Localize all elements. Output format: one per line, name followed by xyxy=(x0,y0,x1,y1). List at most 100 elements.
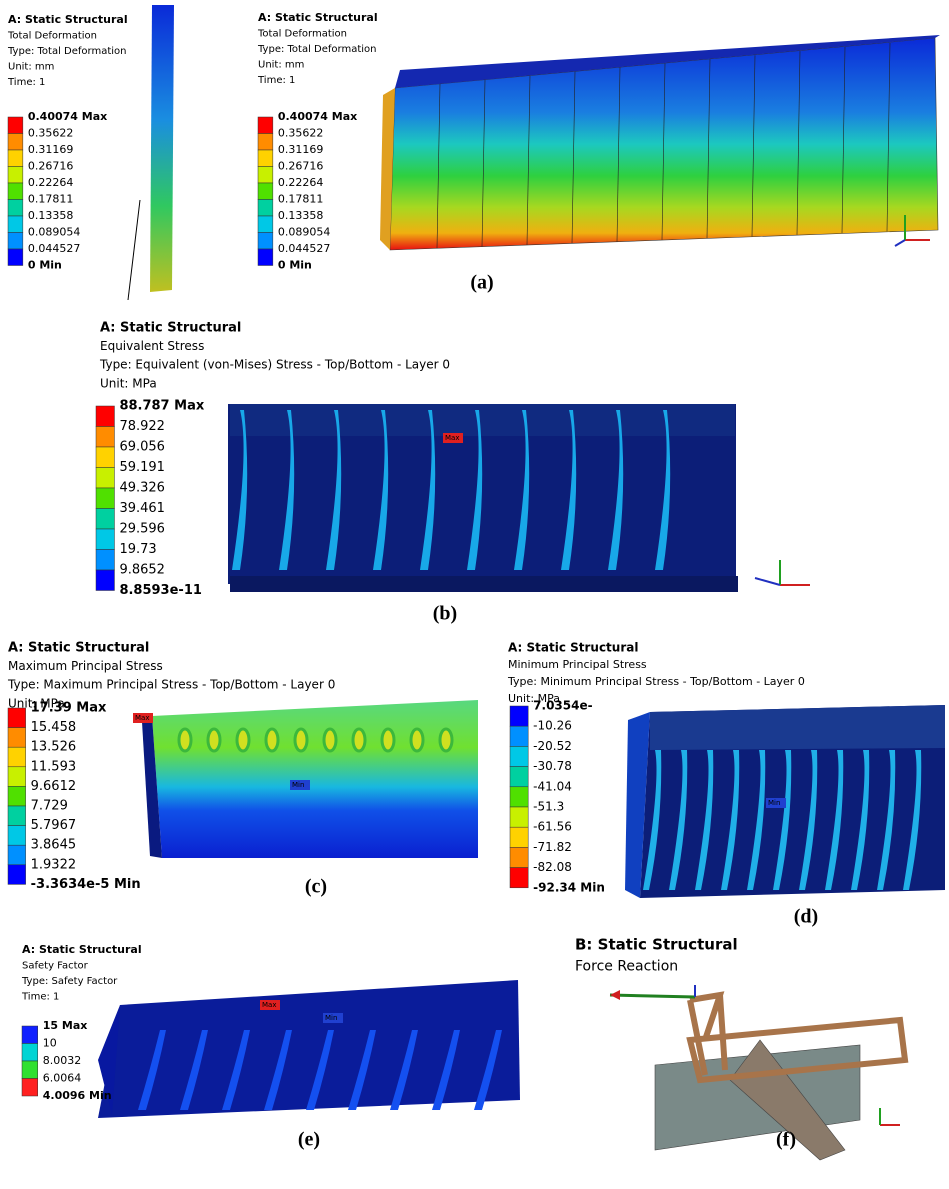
view-title: A: Static Structural xyxy=(258,11,378,24)
hot-spot xyxy=(179,729,191,751)
legend-swatch xyxy=(258,117,273,134)
hot-spot xyxy=(440,729,452,751)
model-view xyxy=(380,35,940,250)
legend-label: 78.922 xyxy=(119,419,165,434)
view-info: Safety Factor xyxy=(22,961,89,972)
legend-label: 3.8645 xyxy=(31,838,77,853)
legend-label: 15.458 xyxy=(31,720,77,735)
legend-label: 7.0354e- xyxy=(533,699,592,713)
legend-label: -82.08 xyxy=(533,860,572,874)
legend-label: 0.13358 xyxy=(28,209,74,222)
legend-label: 88.787 Max xyxy=(119,399,204,414)
figure: (a)A: Static StructuralTotal Deformation… xyxy=(0,0,949,1189)
probe-label: Min xyxy=(325,1014,337,1022)
legend-label: 0.22264 xyxy=(278,176,324,189)
legend-swatch xyxy=(22,1026,38,1044)
view-title: A: Static Structural xyxy=(22,943,142,956)
caption: (d) xyxy=(794,906,818,928)
view-info: Time: 1 xyxy=(21,992,59,1003)
probe-label: Max xyxy=(135,714,149,722)
legend-swatch xyxy=(258,200,273,217)
legend-swatch xyxy=(258,249,273,266)
caption: (b) xyxy=(433,603,457,625)
hot-spot xyxy=(411,729,423,751)
legend-label: -92.34 Min xyxy=(533,880,605,894)
legend-label: -30.78 xyxy=(533,759,572,773)
probe-label: Max xyxy=(262,1001,276,1009)
legend-swatch xyxy=(510,827,528,847)
legend-label: 29.596 xyxy=(119,522,165,537)
legend-swatch xyxy=(258,150,273,167)
legend-label: 0.17811 xyxy=(28,193,74,206)
legend-label: 15 Max xyxy=(43,1019,88,1032)
legend-label: 13.526 xyxy=(31,740,77,755)
legend-swatch xyxy=(96,447,114,468)
legend-label: -71.82 xyxy=(533,840,572,854)
legend-label: 0.31169 xyxy=(278,143,324,156)
view-info: Type: Total Deformation xyxy=(257,44,377,55)
caption: (a) xyxy=(470,272,493,294)
caption: (e) xyxy=(298,1129,320,1151)
legend-label: 69.056 xyxy=(119,440,165,455)
legend-swatch xyxy=(258,216,273,233)
legend-label: 0.089054 xyxy=(28,226,81,239)
legend-label: 10 xyxy=(43,1037,57,1050)
legend-label: 0.089054 xyxy=(278,226,331,239)
view-info: Force Reaction xyxy=(575,959,678,975)
legend-label: -41.04 xyxy=(533,779,572,793)
legend-label: 0 Min xyxy=(28,259,62,272)
outline xyxy=(128,200,140,300)
model-view xyxy=(610,985,905,1160)
legend-swatch xyxy=(8,806,26,826)
hot-spot xyxy=(266,729,278,751)
legend-label: 0.044527 xyxy=(28,242,81,255)
view-title: A: Static Structural xyxy=(100,321,241,336)
legend-swatch xyxy=(510,807,528,827)
legend-swatch xyxy=(96,550,114,571)
legend-label: 9.8652 xyxy=(119,563,165,578)
legend-label: 6.0064 xyxy=(43,1072,82,1085)
hot-spot xyxy=(295,729,307,751)
legend-swatch xyxy=(258,233,273,250)
legend-swatch xyxy=(96,488,114,509)
legend-label: -61.56 xyxy=(533,820,572,834)
view-title: A: Static Structural xyxy=(508,641,638,655)
view-title: B: Static Structural xyxy=(575,936,738,954)
legend-swatch xyxy=(8,117,23,134)
legend-label: -3.3634e-5 Min xyxy=(31,877,141,892)
legend-label: 9.6612 xyxy=(31,779,77,794)
legend-swatch xyxy=(96,529,114,550)
legend-label: -51.3 xyxy=(533,800,564,814)
legend-swatch xyxy=(8,134,23,151)
hot-spot xyxy=(208,729,220,751)
legend-swatch xyxy=(8,865,26,885)
view-title: A: Static Structural xyxy=(8,13,128,26)
legend-label: 0.26716 xyxy=(28,160,74,173)
legend-swatch xyxy=(8,249,23,266)
legend-label: 0.31169 xyxy=(28,143,74,156)
probe-label: Min xyxy=(292,781,304,789)
axis-triad xyxy=(755,215,930,1125)
legend-swatch xyxy=(8,786,26,806)
legend-label: -20.52 xyxy=(533,739,572,753)
legend-swatch xyxy=(510,726,528,746)
legend-swatch xyxy=(510,746,528,766)
view-info: Equivalent Stress xyxy=(100,339,204,353)
model-view xyxy=(142,700,478,858)
view-info: Unit: MPa xyxy=(100,376,157,390)
view-info: Type: Minimum Principal Stress - Top/Bot… xyxy=(507,675,805,688)
legend-swatch xyxy=(96,427,114,448)
model-view xyxy=(150,5,174,292)
legend-swatch xyxy=(96,468,114,489)
legend-label: 19.73 xyxy=(119,542,156,557)
legend-swatch xyxy=(22,1044,38,1062)
legend-label: 1.9322 xyxy=(31,857,77,872)
legend-swatch xyxy=(96,570,114,591)
legend-label: 0.044527 xyxy=(278,242,331,255)
legend-swatch xyxy=(8,845,26,865)
view-info: Type: Equivalent (von-Mises) Stress - To… xyxy=(99,358,450,372)
legend-label: 39.461 xyxy=(119,501,165,516)
view-info: Type: Safety Factor xyxy=(21,976,118,987)
legend-label: 0.40074 Max xyxy=(28,110,107,123)
legend-label: 0.13358 xyxy=(278,209,324,222)
